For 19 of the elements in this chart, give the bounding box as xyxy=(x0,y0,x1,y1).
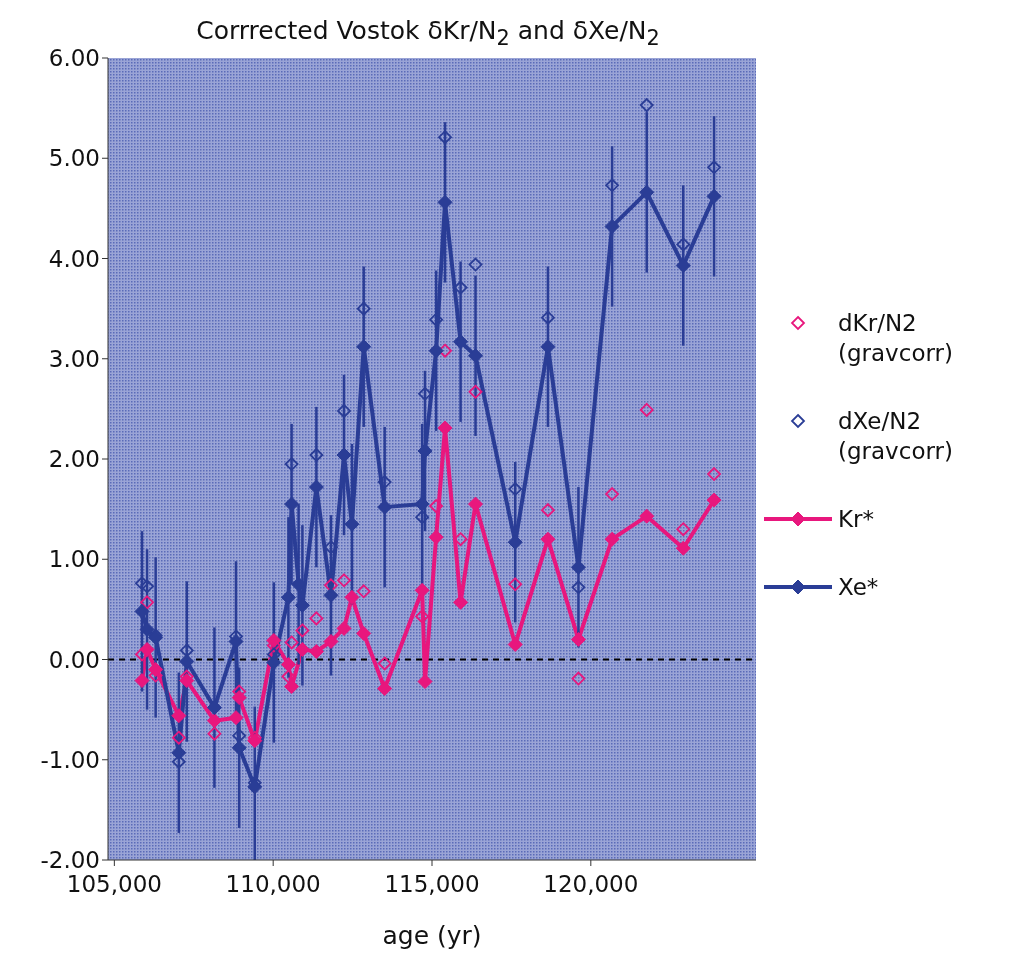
legend-label: dKr/N2 (gravcorr) xyxy=(838,309,954,368)
x-tick-label: 105,000 xyxy=(66,871,162,898)
y-tick-label: -2.00 xyxy=(40,847,100,874)
chart-title: Corrrected Vostok δKr/N$_{2}$ and δXe/N$_{2}$ xyxy=(196,16,660,50)
y-tick-label: 4.00 xyxy=(48,245,100,272)
y-tick-label: 3.00 xyxy=(48,345,100,372)
y-tick-label: 5.00 xyxy=(48,145,100,172)
legend-label: dXe/N2 (gravcorr) xyxy=(838,407,954,466)
x-tick-label: 110,000 xyxy=(225,871,321,898)
legend-label: Xe* xyxy=(838,573,879,602)
y-tick-label: 6.00 xyxy=(48,45,100,72)
y-tick-label: -1.00 xyxy=(40,746,100,773)
legend-label: Kr* xyxy=(838,505,875,534)
y-tick-label: 2.00 xyxy=(48,446,100,473)
x-axis-title: age (yr) xyxy=(382,921,482,950)
y-tick-label: 1.00 xyxy=(48,546,100,573)
x-tick-label: 115,000 xyxy=(384,871,480,898)
y-tick-label: 0.00 xyxy=(48,646,100,673)
x-tick-label: 120,000 xyxy=(543,871,639,898)
